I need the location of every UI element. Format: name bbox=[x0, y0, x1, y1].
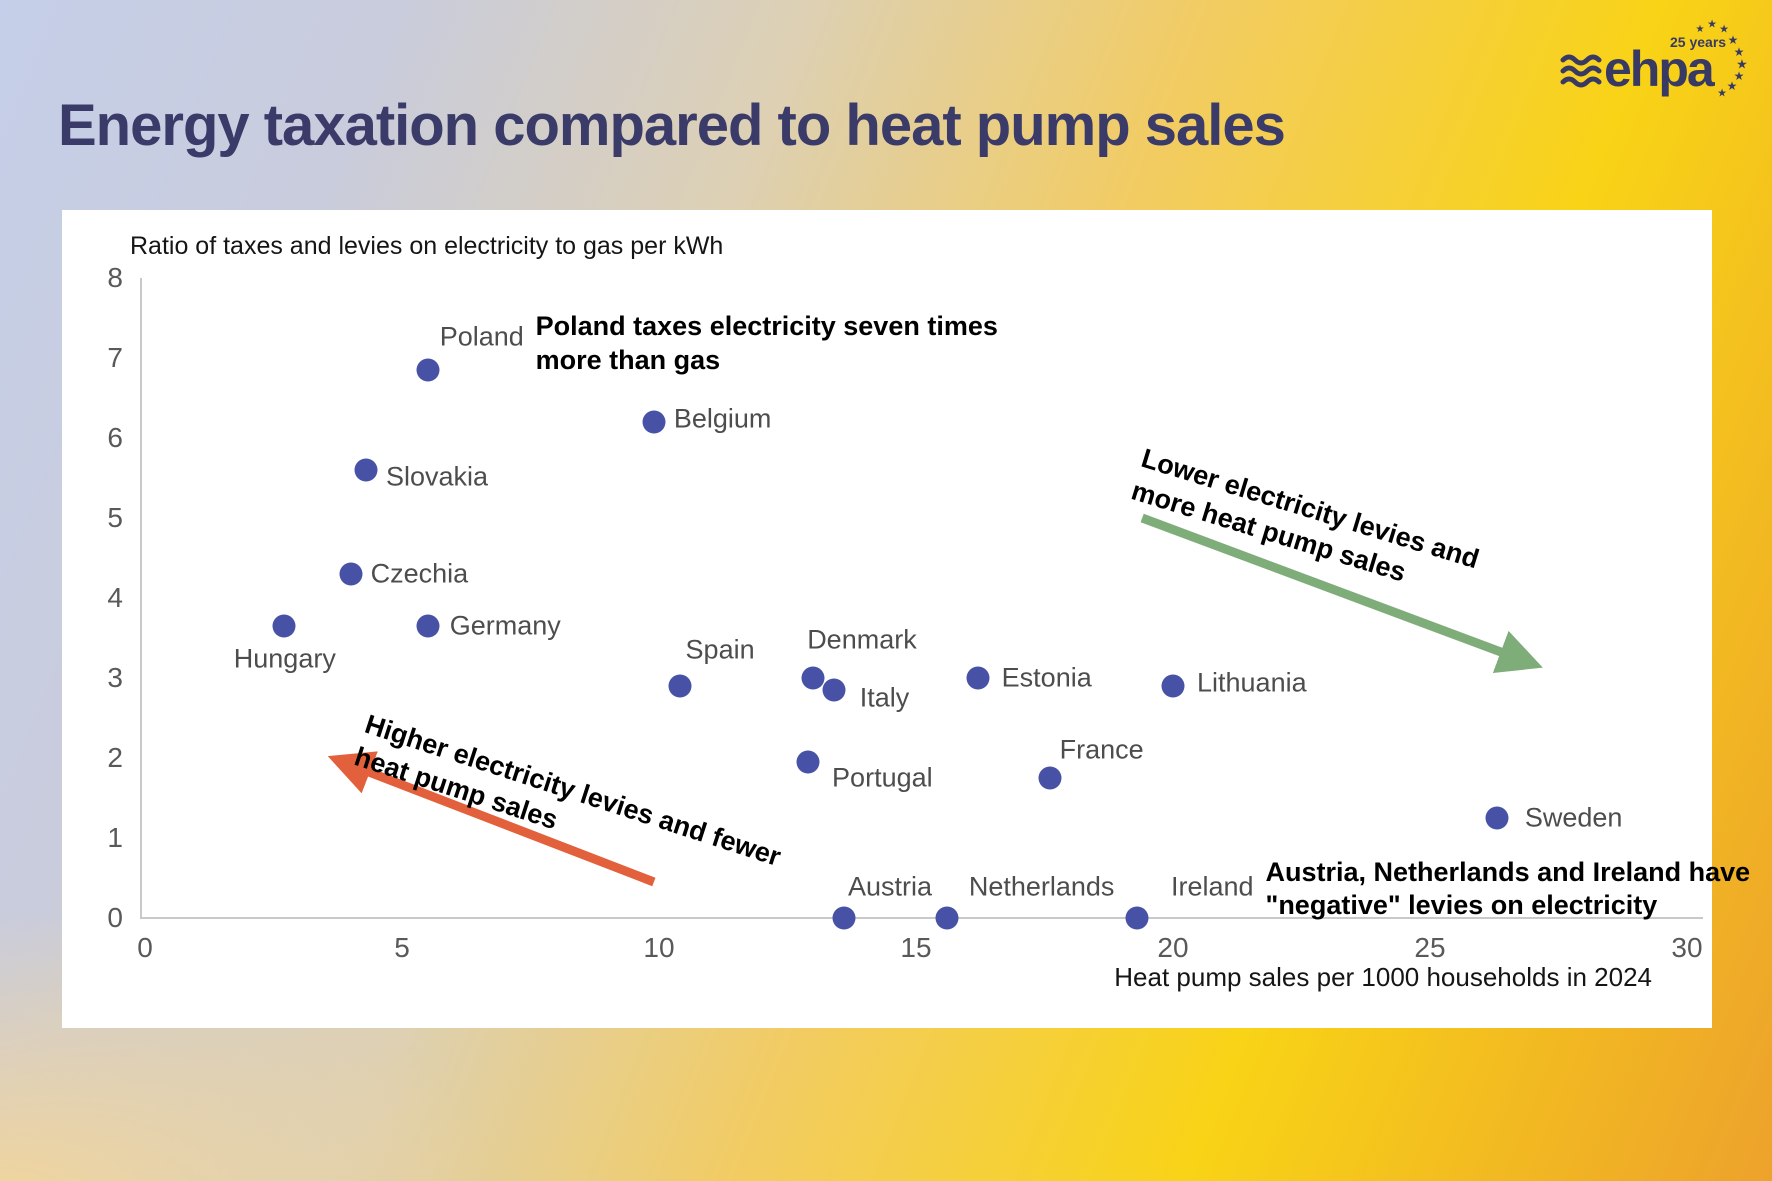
waves-icon bbox=[1560, 54, 1602, 88]
chart-panel: Ratio of taxes and levies on electricity… bbox=[62, 210, 1750, 1028]
y-tick-label: 7 bbox=[107, 342, 123, 373]
country-label-estonia: Estonia bbox=[1001, 662, 1092, 693]
y-tick-label: 3 bbox=[107, 662, 123, 693]
trend-arrows-layer bbox=[327, 513, 1543, 887]
page-title: Energy taxation compared to heat pump sa… bbox=[58, 93, 1286, 158]
y-tick-label: 4 bbox=[107, 582, 123, 613]
x-tick-label: 0 bbox=[137, 932, 153, 963]
country-label-portugal: Portugal bbox=[832, 762, 933, 793]
data-point-denmark bbox=[801, 666, 825, 690]
star-icon: ★ bbox=[1726, 79, 1738, 93]
y-tick-label: 8 bbox=[107, 262, 123, 293]
x-tick-label: 30 bbox=[1671, 932, 1703, 963]
data-point-hungary bbox=[272, 614, 296, 638]
star-icon: ★ bbox=[1707, 18, 1717, 31]
scatter-plot-area: 0 5 10 15 20 25 30 0 1 2 3 4 5 6 7 8 Poland Belgium Slovak… bbox=[107, 262, 1750, 963]
data-point-spain bbox=[668, 674, 692, 698]
y-tick-label: 2 bbox=[107, 742, 123, 773]
data-point-netherlands bbox=[935, 906, 959, 930]
data-point-austria bbox=[832, 906, 856, 930]
country-label-hungary: Hungary bbox=[233, 643, 336, 674]
data-point-italy bbox=[822, 678, 846, 702]
data-point-slovakia bbox=[354, 458, 378, 482]
x-tick-label: 5 bbox=[394, 932, 410, 963]
data-point-estonia bbox=[966, 666, 990, 690]
star-icon: ★ bbox=[1733, 69, 1745, 83]
star-icon: ★ bbox=[1695, 24, 1705, 35]
higher-arrow bbox=[327, 751, 656, 887]
x-axis-line bbox=[140, 917, 1703, 919]
country-label-czechia: Czechia bbox=[370, 558, 469, 589]
star-icon: ★ bbox=[1719, 23, 1729, 36]
y-axis-line bbox=[140, 278, 142, 919]
data-point-belgium bbox=[642, 410, 666, 434]
negative-note-line: "negative" levies on electricity bbox=[1265, 890, 1658, 921]
country-label-belgium: Belgium bbox=[673, 403, 772, 434]
lower-arrow bbox=[1140, 513, 1543, 673]
country-label-ireland: Ireland bbox=[1171, 871, 1254, 902]
country-label-austria: Austria bbox=[848, 871, 933, 902]
y-tick-label: 6 bbox=[107, 422, 123, 453]
negative-note: Austria, Netherlands and Ireland have "ne… bbox=[1266, 856, 1751, 924]
x-tick-label: 15 bbox=[900, 932, 932, 963]
data-point-portugal bbox=[796, 750, 820, 774]
x-tick-label: 20 bbox=[1157, 932, 1189, 963]
data-point-sweden bbox=[1485, 806, 1509, 830]
data-point-france bbox=[1038, 766, 1062, 790]
star-icon: ★ bbox=[1717, 87, 1727, 100]
country-label-spain: Spain bbox=[685, 634, 755, 665]
country-label-france: France bbox=[1059, 734, 1144, 765]
country-label-lithuania: Lithuania bbox=[1197, 667, 1307, 698]
data-point-czechia bbox=[339, 562, 363, 586]
data-point-ireland bbox=[1125, 906, 1149, 930]
x-tick-label: 25 bbox=[1414, 932, 1446, 963]
star-icon: ★ bbox=[1727, 33, 1739, 47]
country-label-germany: Germany bbox=[449, 610, 561, 641]
x-tick-label: 10 bbox=[643, 932, 675, 963]
ehpa-logo: ehpa 25 years ★ ★ ★ ★ ★ ★ ★ ★ ★ bbox=[1552, 14, 1772, 114]
y-tick-label: 5 bbox=[107, 502, 123, 533]
logo-wordmark: ehpa bbox=[1604, 41, 1715, 97]
country-label-sweden: Sweden bbox=[1524, 802, 1623, 833]
x-axis-title: Heat pump sales per 1000 households in 2… bbox=[1114, 962, 1652, 992]
y-axis-title: Ratio of taxes and levies on electricity… bbox=[130, 232, 724, 260]
country-label-poland: Poland bbox=[439, 321, 524, 352]
country-label-italy: Italy bbox=[859, 682, 910, 713]
star-icon: ★ bbox=[1736, 56, 1748, 72]
poland-note-line: more than gas bbox=[535, 344, 721, 375]
poland-note: Poland taxes electricity seven times more… bbox=[536, 310, 998, 378]
poland-note-line: Poland taxes electricity seven times bbox=[535, 311, 998, 341]
negative-note-line: Austria, Netherlands and Ireland have bbox=[1265, 856, 1751, 887]
country-label-slovakia: Slovakia bbox=[386, 461, 489, 492]
star-icon: ★ bbox=[1733, 45, 1745, 59]
country-label-netherlands: Netherlands bbox=[968, 871, 1115, 902]
logo-tagline: 25 years bbox=[1670, 34, 1727, 50]
data-point-germany bbox=[416, 614, 440, 638]
y-tick-label: 0 bbox=[107, 902, 123, 933]
data-point-poland bbox=[416, 358, 440, 382]
y-tick-label: 1 bbox=[107, 822, 123, 853]
country-label-denmark: Denmark bbox=[807, 624, 917, 655]
data-point-lithuania bbox=[1161, 674, 1185, 698]
